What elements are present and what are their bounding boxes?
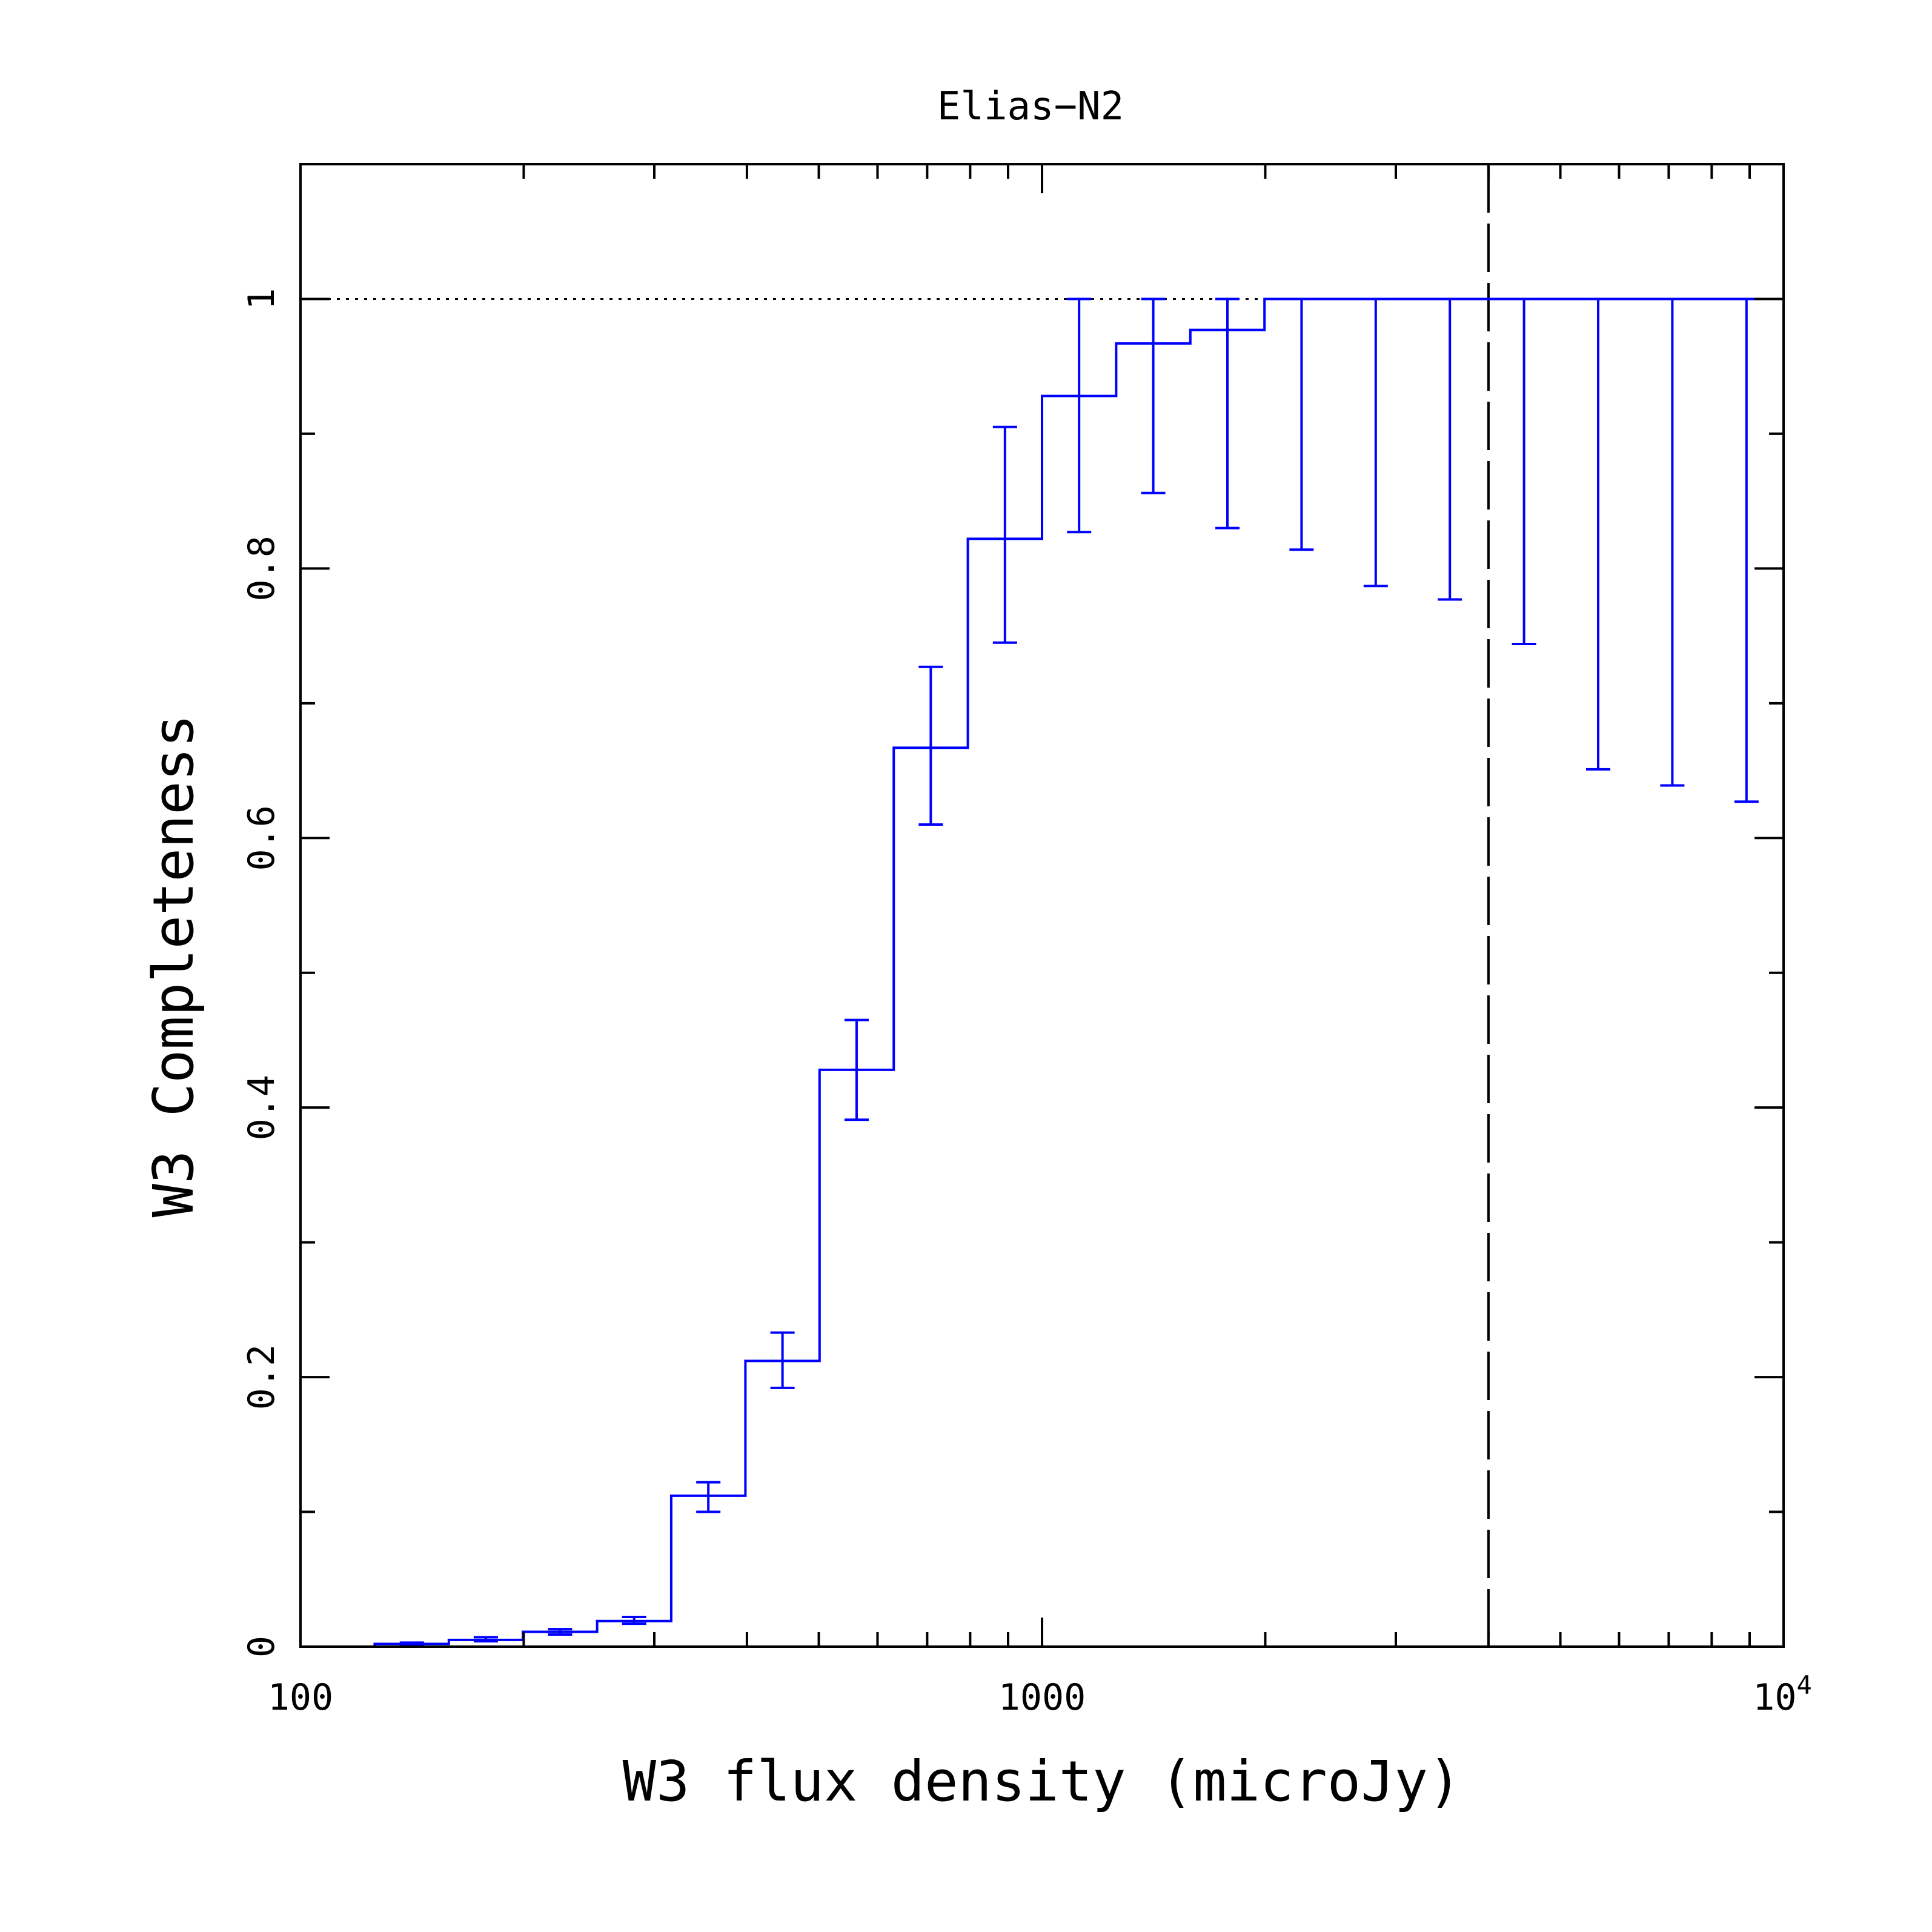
y-tick-label: 1: [241, 288, 283, 310]
y-tick-label: 0.8: [241, 536, 283, 601]
error-bar: [473, 1636, 498, 1643]
x-axis-label: W3 flux density (microJy): [623, 1749, 1462, 1814]
error-bar: [1215, 297, 1240, 529]
x-tick-label: 1000: [998, 1676, 1086, 1719]
y-axis-label: W3 Completeness: [141, 714, 206, 1218]
x-tick-label: 100: [268, 1676, 333, 1719]
axis-ticks: [299, 163, 1785, 1648]
x-tick-label: 104: [1753, 1670, 1812, 1719]
series-step-line: [300, 297, 1784, 1648]
error-bar: [844, 1018, 869, 1121]
error-bar: [622, 1616, 646, 1625]
error-bar: [1512, 297, 1536, 645]
y-tick-label: 0.6: [241, 805, 283, 871]
error-bar: [1289, 297, 1314, 551]
error-bar: [992, 425, 1017, 644]
error-bar: [399, 1641, 424, 1647]
y-tick-label: 0.4: [241, 1075, 283, 1140]
data-series: [300, 297, 1784, 1648]
error-bar: [696, 1481, 721, 1513]
tick-labels: 100 1000 104 0 0.2 0.4 0.6 0.8 1: [241, 288, 1812, 1719]
plot-frame: [299, 163, 1785, 1648]
error-bar: [1585, 297, 1610, 771]
error-bar: [1141, 297, 1166, 494]
chart-title: Elias−N2: [937, 84, 1124, 129]
y-tick-label: 0: [241, 1636, 283, 1658]
error-bar: [1660, 297, 1685, 787]
y-tick-label: 0.2: [241, 1344, 283, 1410]
error-bar: [1438, 297, 1462, 601]
x-tick-label-exponent: 4: [1796, 1670, 1811, 1700]
error-bar: [770, 1331, 795, 1389]
error-bar: [548, 1628, 573, 1636]
error-bar: [918, 665, 943, 826]
error-bar: [1734, 297, 1759, 803]
error-bar: [1067, 297, 1092, 534]
reference-lines: [300, 164, 1784, 1647]
error-bar: [1363, 297, 1388, 588]
